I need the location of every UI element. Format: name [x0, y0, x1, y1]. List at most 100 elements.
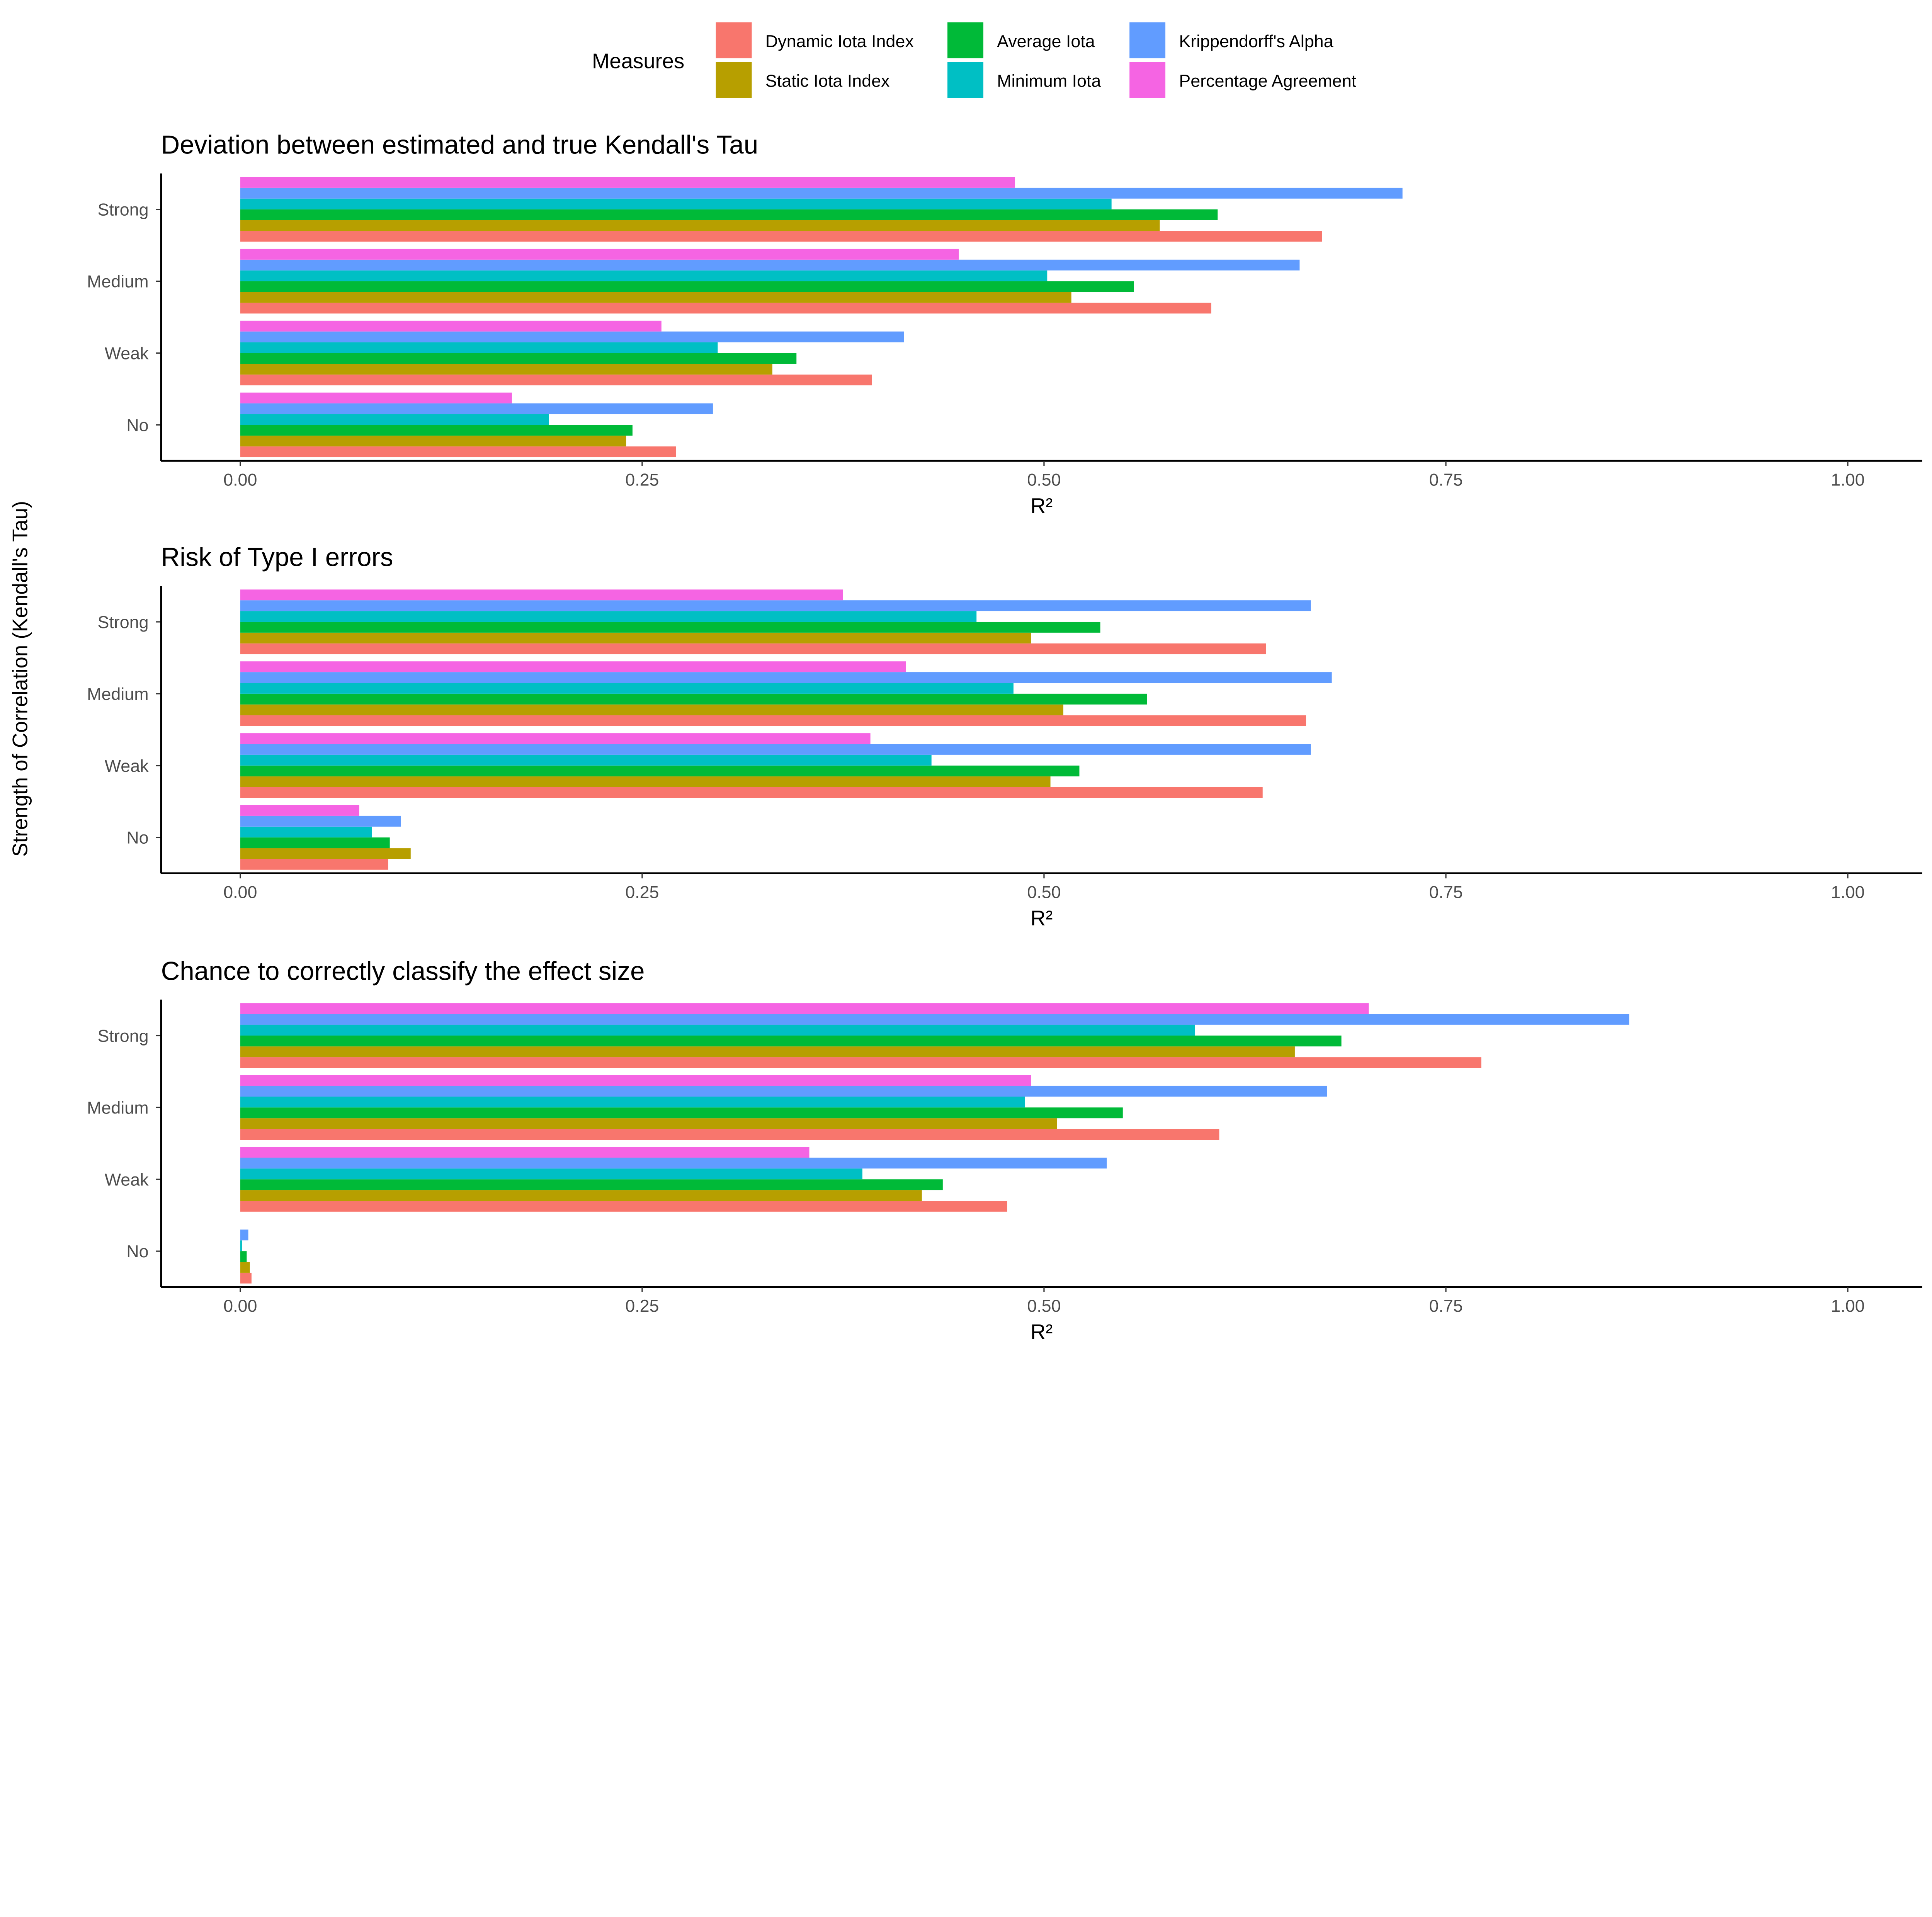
- bar: [240, 414, 549, 425]
- bar: [240, 1240, 242, 1251]
- bar: [240, 320, 662, 332]
- bar: [240, 1014, 1629, 1025]
- bar: [240, 342, 718, 353]
- category-label: No: [126, 1241, 148, 1261]
- bar: [240, 683, 1014, 694]
- legend-title: Measures: [592, 49, 684, 73]
- x-tick-label: 0.25: [625, 882, 659, 902]
- category-label: Medium: [87, 684, 149, 704]
- bar: [240, 1179, 943, 1190]
- bar: [240, 1168, 862, 1180]
- panel-title: Deviation between estimated and true Ken…: [161, 130, 758, 159]
- bar: [240, 1003, 1369, 1014]
- legend-swatch: [947, 22, 983, 58]
- bar: [240, 1262, 250, 1273]
- bar: [240, 353, 797, 364]
- legend-swatch: [716, 22, 752, 58]
- bar: [240, 1075, 1031, 1086]
- legend-label: Average Iota: [997, 31, 1095, 51]
- panels: Deviation between estimated and true Ken…: [87, 130, 1922, 1344]
- bar: [240, 1251, 247, 1262]
- bar: [240, 859, 388, 870]
- bar: [240, 1118, 1057, 1129]
- bar: [240, 589, 843, 601]
- bar: [240, 1057, 1481, 1068]
- x-tick-label: 1.00: [1831, 1296, 1864, 1316]
- panel-title: Risk of Type I errors: [161, 543, 393, 572]
- bar: [240, 632, 1031, 644]
- bar: [240, 1046, 1295, 1057]
- x-axis-label: R²: [1031, 1320, 1053, 1344]
- x-tick-label: 0.75: [1429, 1296, 1463, 1316]
- x-tick-label: 0.75: [1429, 882, 1463, 902]
- x-tick-label: 1.00: [1831, 470, 1864, 489]
- x-tick-label: 0.25: [625, 470, 659, 489]
- bar: [240, 661, 906, 672]
- bar: [240, 364, 772, 375]
- x-tick-label: 0.50: [1027, 470, 1061, 489]
- category-label: Weak: [105, 756, 149, 776]
- panel-3: Chance to correctly classify the effect …: [87, 957, 1922, 1344]
- bar: [240, 187, 1403, 199]
- category-label: No: [126, 828, 148, 848]
- bar: [240, 1190, 922, 1201]
- bar: [240, 672, 1332, 683]
- legend-label: Krippendorff's Alpha: [1179, 31, 1333, 51]
- bar: [240, 776, 1051, 787]
- bar: [240, 331, 904, 342]
- bar: [240, 303, 1211, 314]
- bar: [240, 231, 1322, 242]
- legend-swatch: [947, 62, 983, 98]
- y-axis-label: Strength of Correlation (Kendall's Tau): [9, 501, 32, 857]
- x-tick-label: 0.00: [223, 470, 257, 489]
- category-label: Strong: [97, 1026, 148, 1046]
- x-tick-label: 0.00: [223, 882, 257, 902]
- bar: [240, 611, 977, 622]
- category-label: Medium: [87, 1098, 149, 1117]
- panel-1: Deviation between estimated and true Ken…: [87, 130, 1922, 518]
- bar: [240, 249, 959, 260]
- category-label: No: [126, 415, 148, 435]
- bar: [240, 425, 633, 436]
- bar: [240, 765, 1080, 776]
- bar: [240, 848, 411, 859]
- bar: [240, 837, 390, 848]
- bar: [240, 1086, 1327, 1097]
- bar: [240, 392, 512, 403]
- x-tick-label: 0.75: [1429, 470, 1463, 489]
- x-axis-label: R²: [1031, 906, 1053, 930]
- category-label: Strong: [97, 612, 148, 632]
- bar: [240, 436, 626, 447]
- bar: [240, 1158, 1107, 1169]
- legend-label: Percentage Agreement: [1179, 71, 1356, 90]
- bar: [240, 815, 401, 827]
- bar: [240, 198, 1112, 209]
- bar: [240, 259, 1300, 271]
- category-label: Medium: [87, 272, 149, 291]
- bar: [240, 600, 1311, 611]
- bar: [240, 787, 1263, 798]
- bar: [240, 1025, 1195, 1036]
- category-label: Weak: [105, 1170, 149, 1189]
- bar: [240, 446, 676, 458]
- bar: [240, 621, 1100, 633]
- bar: [240, 209, 1218, 220]
- legend-label: Minimum Iota: [997, 71, 1101, 90]
- bar: [240, 704, 1063, 715]
- bar: [240, 292, 1071, 303]
- bar: [240, 826, 372, 838]
- bar: [240, 805, 359, 816]
- bar: [240, 1107, 1123, 1119]
- category-label: Weak: [105, 343, 149, 363]
- bar: [240, 375, 872, 386]
- x-axis-label: R²: [1031, 494, 1053, 518]
- bar: [240, 1035, 1342, 1047]
- bar: [240, 177, 1015, 188]
- bar: [240, 220, 1160, 231]
- bar: [240, 715, 1306, 726]
- bar: [240, 1147, 810, 1158]
- x-tick-label: 0.50: [1027, 882, 1061, 902]
- legend: Measures Dynamic Iota Index Static Iota I…: [592, 22, 1357, 98]
- legend-swatch: [1129, 22, 1166, 58]
- chart: Measures Dynamic Iota Index Static Iota I…: [9, 22, 1922, 1344]
